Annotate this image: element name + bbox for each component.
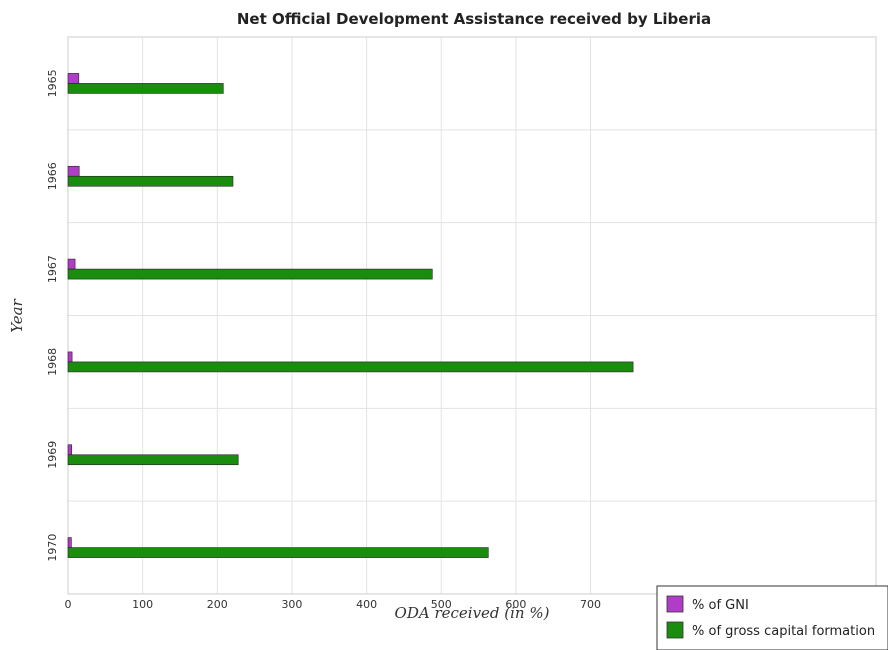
grid	[67, 36, 876, 595]
bar-gcf-1968	[67, 361, 634, 373]
legend: % of GNI % of gross capital formation	[656, 585, 888, 650]
chart-title: Net Official Development Assistance rece…	[237, 10, 711, 28]
x-tick-labels: 0 100 200 300 400 500 600 700	[65, 598, 602, 611]
x-tick-400: 400	[356, 598, 377, 611]
legend-swatch-gcf	[666, 621, 684, 639]
x-tick-0: 0	[65, 598, 72, 611]
bar-gni-1965	[67, 73, 80, 84]
y-tick-1966: 1966	[46, 162, 59, 190]
bar-gcf-1967	[67, 268, 433, 280]
bar-gcf-1969	[67, 454, 239, 466]
bar-gni-1966	[67, 165, 80, 177]
bars	[67, 73, 634, 558]
x-tick-300: 300	[281, 598, 302, 611]
y-tick-1965: 1965	[46, 69, 59, 97]
x-tick-100: 100	[132, 598, 153, 611]
bar-gcf-1966	[67, 175, 234, 187]
legend-box	[656, 585, 888, 650]
legend-swatch-gni	[666, 595, 684, 613]
bar-gni-1969	[67, 444, 73, 456]
bar-gni-1967	[67, 258, 76, 270]
bar-gcf-1970	[67, 547, 489, 558]
plot-area	[67, 36, 877, 595]
legend-label-gni: % of GNI	[692, 598, 749, 613]
bar-gni-1968	[67, 351, 73, 363]
y-tick-labels: 1965 1966 1967 1968 1969 1970	[46, 69, 59, 561]
bar-gni-1970	[67, 537, 72, 548]
x-tick-700: 700	[580, 598, 601, 611]
y-tick-1969: 1969	[46, 441, 59, 469]
y-axis-label: Year	[8, 298, 26, 332]
legend-label-gcf: % of gross capital formation	[692, 624, 875, 639]
y-tick-1970: 1970	[46, 534, 59, 562]
bar-gcf-1965	[67, 83, 224, 94]
y-tick-1968: 1968	[46, 348, 59, 376]
x-tick-600: 600	[505, 598, 526, 611]
x-tick-500: 500	[431, 598, 452, 611]
y-tick-1967: 1967	[46, 255, 59, 283]
x-axis-label: ODA received (in %)	[395, 604, 550, 622]
x-tick-200: 200	[207, 598, 228, 611]
